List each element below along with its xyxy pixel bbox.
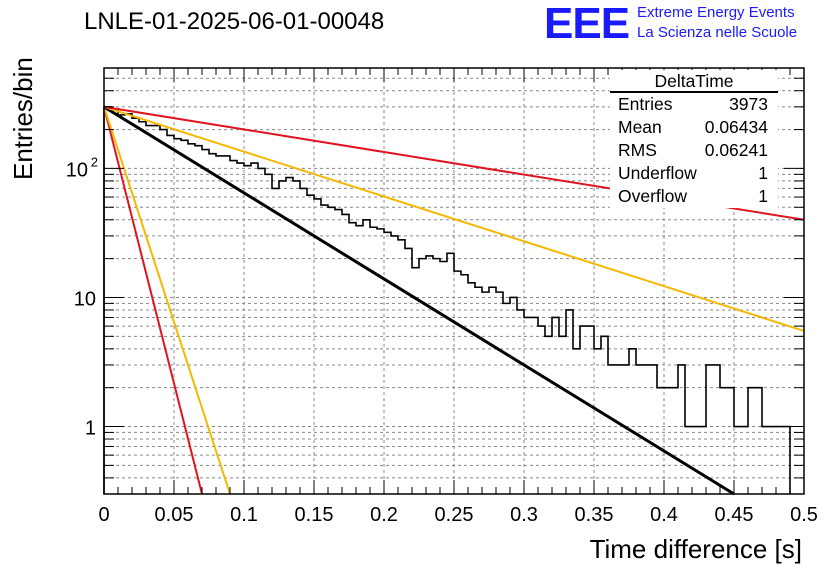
stats-label: Entries — [618, 94, 673, 114]
orange-curve — [103, 106, 231, 495]
stats-row-underflow: Underflow 1 — [610, 162, 778, 185]
histogram — [103, 106, 791, 494]
stats-box: DeltaTime Entries 3973 Mean 0.06434 RMS 0.0… — [610, 70, 778, 208]
red-curve — [103, 106, 203, 495]
x-tick-label: 0.35 — [575, 504, 614, 526]
x-tick-label: 0.45 — [715, 504, 754, 526]
stats-value: 0.06434 — [704, 117, 768, 137]
stats-row-mean: Mean 0.06434 — [610, 116, 778, 139]
logo-line-2: La Scienza nelle Scuole — [637, 24, 798, 41]
logo-caption: Extreme Energy Events La Scienza nelle S… — [637, 3, 797, 43]
stats-label: Overflow — [618, 186, 688, 206]
stats-value: 3973 — [729, 94, 768, 114]
x-tick-label: 0.2 — [370, 504, 398, 526]
orange-curve — [103, 105, 805, 332]
x-tick-label: 0.4 — [650, 504, 678, 526]
x-tick-label: 0.5 — [790, 504, 818, 526]
x-tick-label: 0.15 — [295, 504, 334, 526]
stats-label: Mean — [618, 117, 662, 137]
y-tick-label: 1 — [85, 418, 96, 440]
histogram-steps — [103, 106, 791, 494]
stats-value: 1 — [758, 186, 768, 206]
y-axis-label: Entries/bin — [8, 57, 38, 180]
x-tick-label: 0.1 — [230, 504, 258, 526]
logo-line-1: Extreme Energy Events — [637, 4, 795, 21]
y-tick-exponent: 2 — [91, 154, 98, 169]
x-tick-label: 0 — [98, 504, 109, 526]
x-axis-label: Time difference [s] — [589, 534, 802, 564]
stats-label: RMS — [618, 140, 657, 160]
fit-curve — [103, 105, 735, 496]
plot-title: LNLE-01-2025-06-01-00048 — [84, 8, 385, 35]
stats-value: 1 — [758, 163, 768, 183]
stats-value: 0.06241 — [704, 140, 768, 160]
y-tick-label: 10 — [74, 288, 96, 310]
stats-row-overflow: Overflow 1 — [610, 185, 778, 208]
stats-row-rms: RMS 0.06241 — [610, 139, 778, 162]
eee-logo: EEE — [544, 0, 630, 48]
x-tick-label: 0.3 — [510, 504, 538, 526]
x-tick-labels: 0 0.05 0.1 0.15 0.2 0.25 0.3 0.35 0.4 0.45 0.5 — [98, 504, 817, 526]
stats-row-entries: Entries 3973 — [610, 93, 778, 116]
y-tick-label: 10 — [66, 159, 88, 181]
stats-label: Underflow — [618, 163, 697, 183]
stats-title: DeltaTime — [610, 70, 778, 93]
x-tick-label: 0.05 — [155, 504, 194, 526]
x-tick-label: 0.25 — [435, 504, 474, 526]
